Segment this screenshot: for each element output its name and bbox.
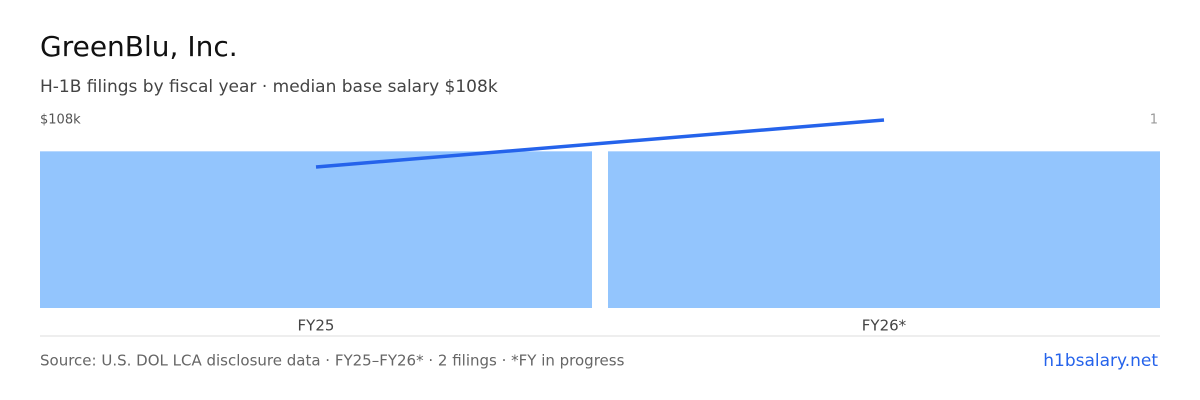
bar <box>608 151 1160 308</box>
bar <box>40 151 592 308</box>
chart-subtitle: H-1B filings by fiscal year · median bas… <box>40 77 498 97</box>
y-tick-label: $108k <box>40 113 81 128</box>
y2-tick-label: 1 <box>1150 113 1158 128</box>
chart-title: GreenBlu, Inc. <box>40 30 238 63</box>
x-tick-label: FY26* <box>862 317 907 335</box>
line <box>315 118 885 169</box>
site-link[interactable]: h1bsalary.net <box>1043 351 1158 371</box>
x-tick-label: FY25 <box>298 317 335 335</box>
source-note: Source: U.S. DOL LCA disclosure data · F… <box>40 352 625 370</box>
